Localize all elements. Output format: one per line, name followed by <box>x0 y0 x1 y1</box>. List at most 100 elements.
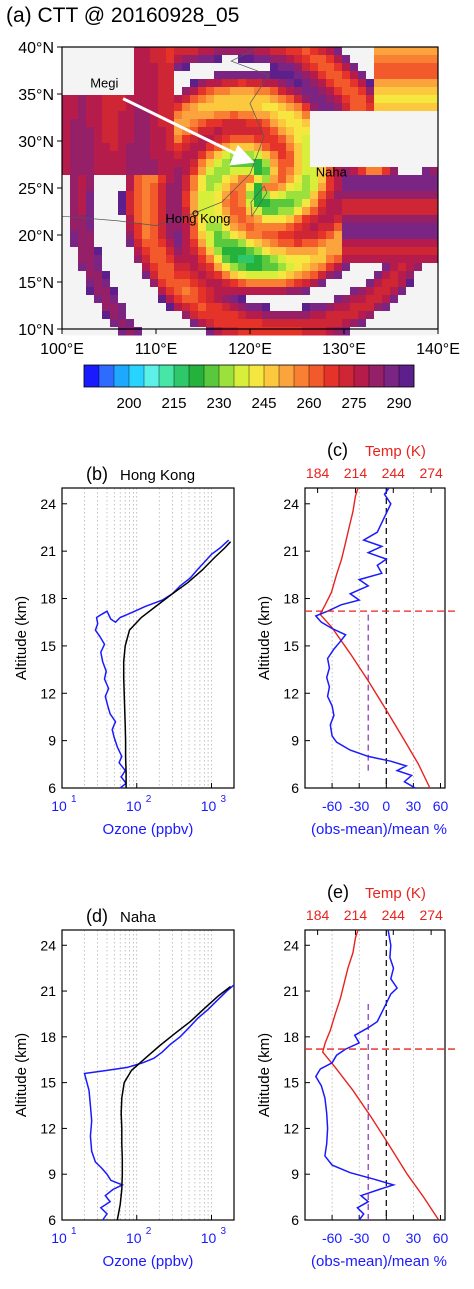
ctt-cell <box>302 55 311 64</box>
ctt-cell <box>238 167 247 176</box>
ctt-cell <box>406 167 415 176</box>
ctt-cell <box>358 247 367 256</box>
ctt-cell <box>262 103 271 112</box>
ctt-cell <box>62 287 71 296</box>
ctt-cell <box>278 327 287 336</box>
ctt-cell <box>342 231 351 240</box>
ctt-cell <box>294 303 303 312</box>
ctt-cell <box>238 63 247 72</box>
ctt-cell <box>390 327 399 336</box>
ctt-cell <box>294 231 303 240</box>
ctt-cell <box>102 319 111 328</box>
ctt-cell <box>254 191 263 200</box>
ctt-cell <box>262 327 271 336</box>
ctt-cell <box>286 71 295 80</box>
ctt-cell <box>286 319 295 328</box>
ctt-cell <box>398 255 407 264</box>
ctt-cell <box>78 103 87 112</box>
ctt-cell <box>214 159 223 168</box>
ctt-cell <box>342 311 351 320</box>
ctt-cell <box>238 239 247 248</box>
ctt-cell <box>366 303 375 312</box>
ctt-cell <box>238 207 247 216</box>
ctt-cell <box>286 311 295 320</box>
ctt-cell <box>238 47 247 56</box>
colorbar-swatch <box>99 365 115 387</box>
ctt-cell <box>198 207 207 216</box>
ctt-cell <box>254 55 263 64</box>
ctt-cell <box>94 87 103 96</box>
ctt-cell <box>198 279 207 288</box>
ctt-cell <box>78 111 87 120</box>
ctt-cell <box>102 215 111 224</box>
ctt-cell <box>78 183 87 192</box>
ctt-cell <box>102 231 111 240</box>
ctt-cell <box>342 247 351 256</box>
ctt-cell <box>94 311 103 320</box>
ctt-cell <box>350 303 359 312</box>
ctt-cell <box>350 103 359 112</box>
ctt-cell <box>214 255 223 264</box>
ctt-cell <box>174 159 183 168</box>
ozone-ratio-line <box>314 487 416 789</box>
plot-frame <box>304 929 446 1221</box>
ctt-cell <box>302 87 311 96</box>
ctt-cell <box>70 55 79 64</box>
ctt-cell <box>366 183 375 192</box>
ctt-cell <box>310 71 319 80</box>
ctt-cell <box>134 95 143 104</box>
ctt-cell <box>126 103 135 112</box>
ctt-cell <box>310 247 319 256</box>
ctt-cell <box>358 223 367 232</box>
ctt-cell <box>366 255 375 264</box>
ctt-cell <box>94 47 103 56</box>
ctt-cell <box>406 191 415 200</box>
ctt-cell <box>198 199 207 208</box>
ctt-cell <box>294 223 303 232</box>
ctt-cell <box>158 167 167 176</box>
ctt-cell <box>374 191 383 200</box>
ctt-cell <box>414 175 423 184</box>
ctt-cell <box>214 247 223 256</box>
ctt-cell <box>118 167 127 176</box>
ctt-cell <box>310 311 319 320</box>
ctt-cell <box>302 263 311 272</box>
ctt-cell <box>206 239 215 248</box>
ctt-cell <box>318 183 327 192</box>
ctt-cell <box>206 175 215 184</box>
ctt-cell <box>350 239 359 248</box>
ctt-cell <box>286 63 295 72</box>
ctt-cell <box>406 319 415 328</box>
ctt-cell <box>262 279 271 288</box>
ctt-cell <box>214 103 223 112</box>
ctt-cell <box>366 143 375 152</box>
ctt-cell <box>150 271 159 280</box>
ctt-cell <box>158 263 167 272</box>
ctt-cell <box>190 143 199 152</box>
ctt-cell <box>382 191 391 200</box>
ctt-cell <box>198 247 207 256</box>
ctt-cell <box>150 319 159 328</box>
ctt-cell <box>278 71 287 80</box>
ctt-cell <box>398 47 407 56</box>
ctt-cell <box>86 287 95 296</box>
ctt-cell <box>286 239 295 248</box>
ctt-cell <box>134 263 143 272</box>
ctt-cell <box>358 199 367 208</box>
ctt-cell <box>86 55 95 64</box>
ctt-cell <box>118 71 127 80</box>
ctt-cell <box>422 311 431 320</box>
ctt-cell <box>142 271 151 280</box>
ctt-cell <box>166 87 175 96</box>
ctt-cell <box>414 199 423 208</box>
ctt-cell <box>358 159 367 168</box>
ctt-cell <box>102 55 111 64</box>
ctt-cell <box>334 295 343 304</box>
ctt-cell <box>270 255 279 264</box>
ctt-cell <box>270 263 279 272</box>
ctt-cell <box>350 143 359 152</box>
ctt-cell <box>334 327 343 336</box>
ctt-cell <box>334 47 343 56</box>
ctt-cell <box>318 95 327 104</box>
ctt-cell <box>78 79 87 88</box>
